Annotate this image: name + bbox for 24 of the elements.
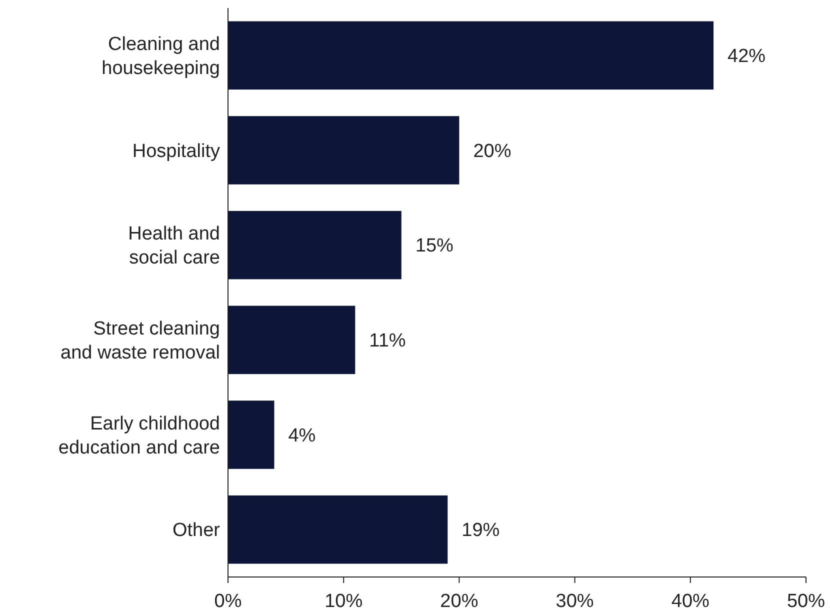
data-label: 4%	[288, 425, 316, 446]
y-tick-label: Other	[172, 520, 221, 542]
data-label: 15%	[415, 236, 454, 257]
bar	[228, 21, 714, 90]
x-tick-label: 0%	[214, 590, 242, 612]
data-label: 19%	[462, 520, 500, 542]
bar	[228, 400, 274, 469]
y-tick-label: Hospitality	[132, 140, 220, 162]
x-tick-label: 20%	[440, 590, 478, 612]
bar	[228, 495, 448, 564]
bar	[228, 210, 402, 280]
x-tick-label: 50%	[786, 590, 826, 612]
y-tick-label: Street cleaning and waste removal	[60, 318, 220, 364]
bar	[228, 306, 356, 374]
x-tick-label: 10%	[324, 590, 363, 612]
data-label: 20%	[473, 140, 512, 162]
y-tick-label: Early childhood education and care	[58, 413, 220, 458]
bar	[228, 116, 460, 184]
y-tick-label: Health and social care	[128, 224, 220, 269]
x-tick-label: 40%	[671, 590, 710, 612]
data-label: 42%	[728, 46, 766, 68]
data-label: 11%	[369, 330, 406, 352]
x-tick-label: 30%	[556, 590, 594, 612]
y-tick-label: Cleaning and housekeeping	[102, 34, 220, 80]
